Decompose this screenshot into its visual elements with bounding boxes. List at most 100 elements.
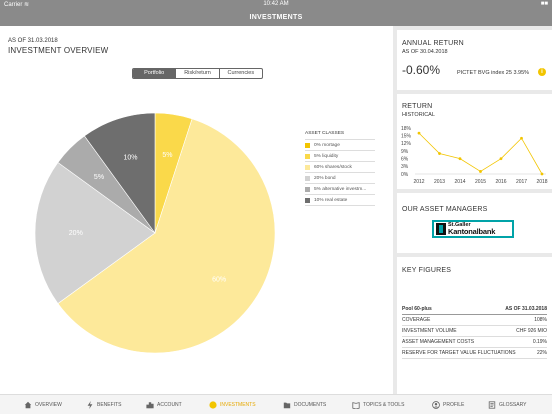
pie-slice-label: 60%	[212, 277, 226, 284]
tab-benefits[interactable]: BENEFITS	[86, 400, 121, 410]
pie-slice-label: 20%	[69, 230, 83, 237]
legend-item-alternative[interactable]: 5% alternative investm...	[305, 184, 375, 195]
return-data-point[interactable]	[479, 170, 482, 173]
tab-label: ACCOUNT	[157, 402, 182, 408]
return-data-point[interactable]	[499, 157, 503, 161]
home-icon	[24, 401, 32, 409]
y-tick-label: 15%	[401, 133, 412, 139]
table-row: ASSET MANAGEMENT COSTS 0.19%	[402, 337, 547, 348]
return-data-point[interactable]	[520, 136, 523, 140]
status-bar: Carrier ≋ 10:42 AM ■■	[0, 0, 552, 9]
return-data-point[interactable]	[540, 172, 544, 176]
tab-label: OVERVIEW	[35, 402, 62, 408]
main-content: AS OF 31.03.2018 INVESTMENT OVERVIEW Por…	[0, 26, 552, 394]
asset-managers-title: OUR ASSET MANAGERS	[402, 206, 488, 213]
person-icon	[432, 401, 440, 409]
clock: 10:42 AM	[263, 1, 289, 7]
key-figures-title: KEY FIGURES	[402, 267, 452, 274]
sgkb-logo[interactable]: St.Galler Kantonalbank	[432, 220, 514, 238]
legend-label: 0% mortage	[314, 142, 340, 148]
return-series-line	[418, 132, 543, 175]
pie-slice-real-estate[interactable]	[84, 112, 156, 234]
tab-topics-tools[interactable]: TOPICS & TOOLS	[352, 400, 404, 410]
return-data-point[interactable]	[417, 131, 421, 135]
pie-slice-shares-stock[interactable]	[57, 118, 276, 354]
return-title: RETURN	[402, 103, 433, 110]
legend-label: 60% shares/stock	[314, 164, 352, 170]
overview-title: INVESTMENT OVERVIEW	[8, 46, 109, 55]
view-segmented-control: Portfolio Risk/return Currencies	[132, 68, 263, 79]
return-subtitle: HISTORICAL	[402, 112, 435, 118]
battery-icon: ■■	[540, 1, 548, 7]
y-tick-label: 9%	[401, 149, 409, 155]
key-figures-header: Pool 60-plus AS OF 31.03.2018	[402, 304, 547, 315]
info-icon[interactable]: i	[538, 68, 546, 76]
y-tick-label: 0%	[401, 172, 409, 178]
x-tick-label: 2013	[434, 179, 445, 185]
x-tick-label: 2012	[413, 179, 424, 185]
nav-bar: INVESTMENTS	[0, 9, 552, 26]
key-figures-card: KEY FIGURES Pool 60-plus AS OF 31.03.201…	[397, 257, 552, 394]
return-data-point[interactable]	[458, 157, 462, 161]
tab-documents[interactable]: DOCUMENTS	[283, 400, 326, 410]
key-figures-asof: AS OF 31.03.2018	[505, 306, 547, 312]
pool-name: Pool 60-plus	[402, 306, 432, 312]
logo-text-line2: Kantonalbank	[448, 227, 496, 236]
tab-label: GLOSSARY	[499, 402, 527, 408]
tab-label: TOPICS & TOOLS	[363, 402, 405, 408]
tab-glossary[interactable]: GLOSSARY	[488, 400, 526, 410]
annual-return-card: ANNUAL RETURN AS OF 30.04.2018 -0.60% PI…	[397, 30, 552, 90]
legend-title: ASSET CLASSES	[305, 131, 375, 140]
tab-label: DOCUMENTS	[294, 402, 327, 408]
sgkb-logo-mark	[436, 223, 446, 235]
tab-profile[interactable]: PROFILE	[432, 400, 464, 410]
y-tick-label: 12%	[401, 141, 412, 147]
row-label: RESERVE FOR TARGET VALUE FLUCTUATIONS	[402, 350, 516, 356]
book-icon	[352, 402, 360, 409]
asset-allocation-pie-chart: 0%5%60%20%5%10%	[34, 112, 276, 354]
legend-label: 5% liquidity	[314, 153, 339, 159]
y-tick-label: 18%	[401, 126, 412, 132]
pie-slice-label: 10%	[124, 155, 138, 162]
tab-overview[interactable]: OVERVIEW	[24, 400, 62, 410]
folder-icon	[283, 402, 291, 409]
legend-label: 5% alternative investm...	[314, 186, 367, 192]
table-row: COVERAGE 108%	[402, 315, 547, 326]
segment-portfolio[interactable]: Portfolio	[133, 69, 177, 78]
lightning-icon	[87, 401, 93, 409]
legend-item-shares[interactable]: 60% shares/stock	[305, 162, 375, 173]
x-tick-label: 2017	[516, 179, 527, 185]
row-value: 0.19%	[532, 339, 547, 345]
legend-item-liquidity[interactable]: 5% liquidity	[305, 151, 375, 162]
table-row: INVESTMENT VOLUME CHF 926 MIO	[402, 326, 547, 337]
tab-investments[interactable]: INVESTMENTS	[209, 400, 256, 410]
legend-swatch	[305, 175, 310, 181]
x-tick-label: 2014	[454, 179, 465, 185]
x-tick-label: 2015	[475, 179, 486, 185]
segment-currencies[interactable]: Currencies	[227, 70, 255, 76]
legend-item-real-estate[interactable]: 10% real estate	[305, 195, 375, 206]
key-figures-table: Pool 60-plus AS OF 31.03.2018 COVERAGE 1…	[402, 304, 547, 359]
return-data-point[interactable]	[438, 152, 441, 155]
x-tick-label: 2016	[495, 179, 506, 185]
legend-item-bond[interactable]: 20% bond	[305, 173, 375, 184]
row-value: 108%	[534, 317, 547, 323]
benchmark-label: PICTET BVG index 25 3.95%	[457, 70, 530, 76]
legend-swatch	[305, 142, 310, 148]
tab-account[interactable]: ACCOUNT	[146, 400, 182, 410]
tab-label: PROFILE	[443, 402, 465, 408]
annual-return-value: -0.60%	[402, 63, 441, 77]
segment-risk-return[interactable]: Risk/return	[176, 69, 220, 78]
row-label: ASSET MANAGEMENT COSTS	[402, 339, 475, 345]
legend-label: 10% real estate	[314, 197, 348, 203]
page-title: INVESTMENTS	[249, 14, 303, 21]
coin-icon	[209, 401, 217, 409]
legend-item-mortage[interactable]: 0% mortage	[305, 140, 375, 151]
table-row: RESERVE FOR TARGET VALUE FLUCTUATIONS 22…	[402, 348, 547, 359]
pie-slice-bond[interactable]	[34, 162, 156, 304]
row-value: CHF 926 MIO	[516, 328, 547, 334]
pie-legend: ASSET CLASSES 0% mortage 5% liquidity 60…	[305, 131, 375, 206]
tab-bar: OVERVIEW BENEFITS ACCOUNT INVESTMENTS DO…	[0, 394, 552, 414]
y-tick-label: 6%	[401, 156, 409, 162]
legend-swatch	[305, 164, 310, 170]
